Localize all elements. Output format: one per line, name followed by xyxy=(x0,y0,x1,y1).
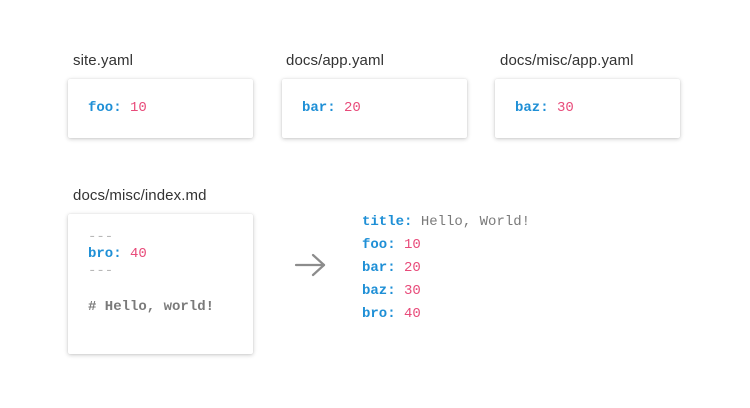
right-arrow-icon xyxy=(294,253,326,277)
markdown-body: --- bro: 40 --- # Hello, world! xyxy=(88,226,248,346)
yaml-value: 10 xyxy=(130,100,147,116)
result-title-value: Hello, World! xyxy=(420,214,531,230)
yaml-card-docs-misc: baz: 30 xyxy=(495,79,680,138)
yaml-key: bar xyxy=(302,100,328,116)
yaml-card-docs: bar: 20 xyxy=(282,79,467,138)
yaml-value: 20 xyxy=(344,100,361,116)
yaml-colon: : xyxy=(113,100,131,116)
result-title-line: title: Hello, World! xyxy=(362,211,530,234)
result-line: bar: 20 xyxy=(362,257,421,280)
yaml-key: foo xyxy=(88,100,114,116)
result-line: baz: 30 xyxy=(362,280,421,303)
yaml-value: 30 xyxy=(557,100,574,116)
result-colon: : xyxy=(387,283,405,299)
front-matter-fence-close: --- xyxy=(88,263,114,279)
front-matter-key: bro xyxy=(88,246,114,262)
markdown-heading: # Hello, world! xyxy=(88,299,215,315)
result-colon: : xyxy=(404,214,421,230)
yaml-colon: : xyxy=(540,100,558,116)
file-label-docs-misc-app-yaml: docs/misc/app.yaml xyxy=(500,52,634,69)
result-colon: : xyxy=(387,260,405,276)
yaml-colon: : xyxy=(327,100,345,116)
yaml-card-site: foo: 10 xyxy=(68,79,253,138)
file-label-docs-app-yaml: docs/app.yaml xyxy=(286,52,385,69)
result-key: title xyxy=(362,214,405,230)
front-matter-line: bro: 40 xyxy=(88,243,147,266)
yaml-key: baz xyxy=(515,100,541,116)
result-line: foo: 10 xyxy=(362,234,421,257)
result-key: bro xyxy=(362,306,388,322)
markdown-card: --- bro: 40 --- # Hello, world! xyxy=(68,214,253,354)
result-value: 10 xyxy=(404,237,421,253)
front-matter-fence-open: --- xyxy=(88,229,114,245)
file-label-index-md: docs/misc/index.md xyxy=(73,187,207,204)
result-line: bro: 40 xyxy=(362,303,421,326)
yaml-line: bar: 20 xyxy=(302,97,361,120)
front-matter-colon: : xyxy=(113,246,131,262)
merged-result: title: Hello, World! foo: 10 bar: 20 baz… xyxy=(362,211,602,331)
result-colon: : xyxy=(387,306,405,322)
yaml-line: foo: 10 xyxy=(88,97,147,120)
result-key: foo xyxy=(362,237,388,253)
result-value: 30 xyxy=(404,283,421,299)
yaml-line: baz: 30 xyxy=(515,97,574,120)
front-matter-value: 40 xyxy=(130,246,147,262)
result-value: 20 xyxy=(404,260,421,276)
file-label-site-yaml: site.yaml xyxy=(73,52,134,69)
result-colon: : xyxy=(387,237,405,253)
result-key: bar xyxy=(362,260,388,276)
result-key: baz xyxy=(362,283,388,299)
result-value: 40 xyxy=(404,306,421,322)
